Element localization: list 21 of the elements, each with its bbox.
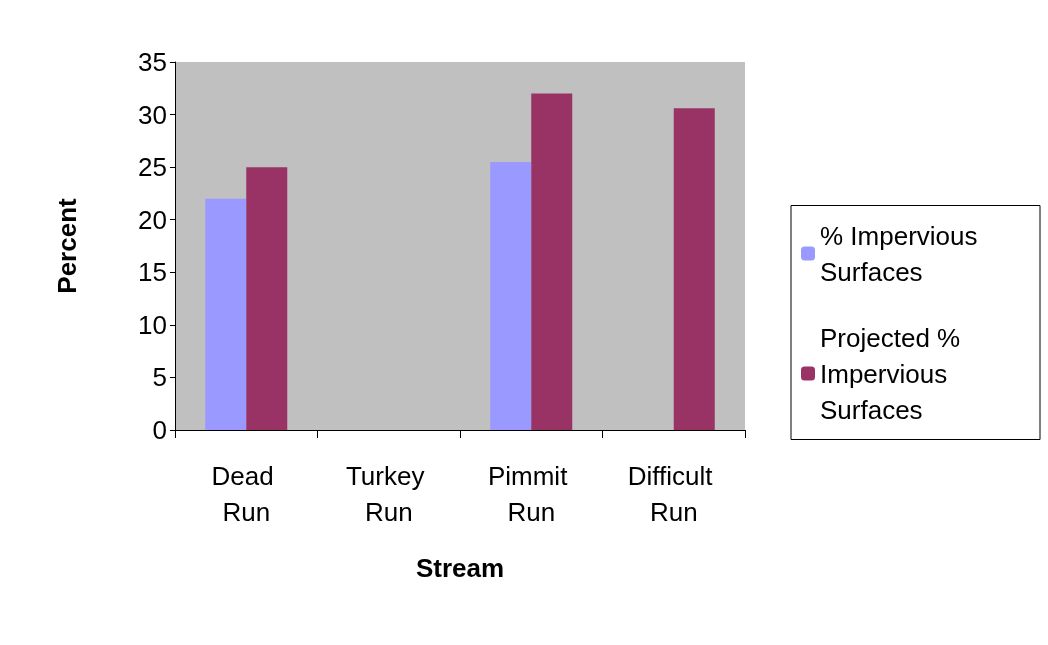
bar (490, 161, 532, 430)
y-tick-label: 0 (152, 415, 167, 445)
bar (205, 198, 247, 430)
y-tick-label: 25 (138, 152, 167, 183)
bar (531, 93, 573, 430)
x-tick-label: Dead Run (211, 461, 281, 527)
y-tick-label: 5 (152, 362, 167, 393)
y-tick-label: 30 (138, 99, 167, 130)
legend-label: % Impervious Surfaces (820, 220, 985, 287)
y-tick-label: 15 (138, 257, 167, 288)
y-tick-label: 35 (138, 47, 167, 77)
x-tick-label: Turkey Run (345, 461, 432, 527)
bar (246, 167, 288, 430)
y-tick-label: 10 (138, 309, 167, 340)
legend-label: Projected % Impervious Surfaces (820, 322, 968, 425)
x-tick-label: Difficult Run (627, 461, 720, 527)
x-tick-label: Pimmit Run (487, 461, 575, 527)
y-axis-title: Percent (52, 197, 82, 294)
bar (673, 108, 715, 430)
y-tick-label: 20 (138, 204, 167, 235)
x-axis-title: Stream (415, 553, 505, 583)
